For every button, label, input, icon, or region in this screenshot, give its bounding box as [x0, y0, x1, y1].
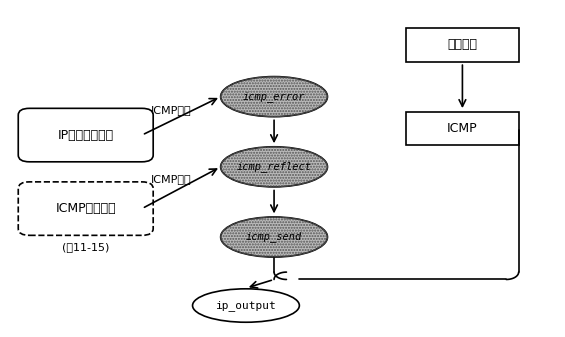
Text: ip_output: ip_output	[216, 300, 276, 311]
Text: IP和传输层协议: IP和传输层协议	[58, 129, 114, 142]
Ellipse shape	[221, 217, 328, 257]
Ellipse shape	[221, 147, 328, 187]
Text: ICMP应答: ICMP应答	[150, 174, 191, 184]
Text: 应用程序: 应用程序	[447, 38, 477, 51]
Text: ICMP差错: ICMP差错	[150, 105, 191, 115]
FancyBboxPatch shape	[406, 112, 519, 145]
Ellipse shape	[221, 76, 328, 117]
Text: icmp_reflect: icmp_reflect	[237, 161, 311, 172]
Text: icmp_error: icmp_error	[243, 91, 305, 102]
Text: icmp_send: icmp_send	[246, 232, 302, 242]
Text: ICMP输入处理: ICMP输入处理	[55, 202, 116, 215]
FancyBboxPatch shape	[406, 28, 519, 62]
Text: ICMP: ICMP	[447, 122, 478, 135]
FancyBboxPatch shape	[18, 182, 153, 235]
Text: (图11-15): (图11-15)	[62, 242, 110, 252]
Ellipse shape	[193, 289, 299, 322]
FancyBboxPatch shape	[18, 108, 153, 162]
